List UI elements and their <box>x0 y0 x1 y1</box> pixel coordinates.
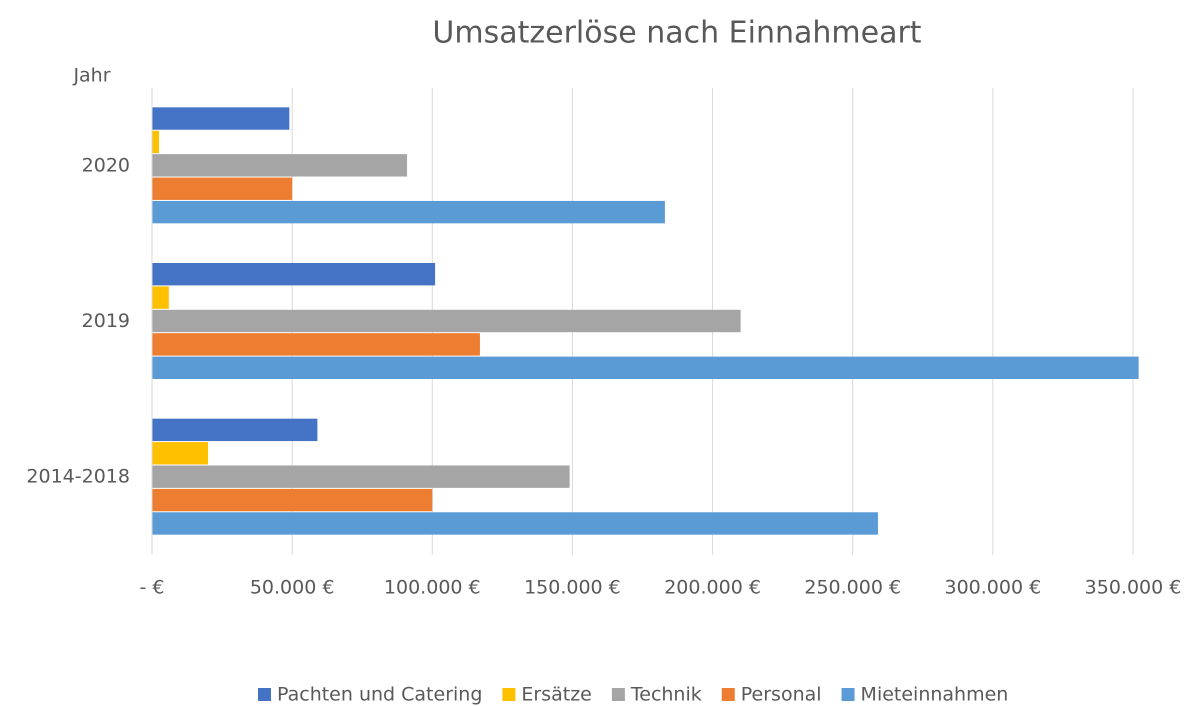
y-tick-label: 2019 <box>82 310 130 332</box>
x-tick-label: - € <box>140 577 165 599</box>
legend-swatch <box>258 688 271 701</box>
legend-swatch <box>611 688 625 701</box>
y-tick-label: 2014-2018 <box>26 466 130 488</box>
bar <box>152 418 318 442</box>
legend-label: Mieteinnahmen <box>861 684 1009 706</box>
bar <box>152 130 160 154</box>
bar <box>152 286 169 309</box>
bar <box>152 200 665 224</box>
x-tick-label: 50.000 € <box>250 577 335 599</box>
x-tick-label: 250.000 € <box>804 577 901 599</box>
x-tick-label: 100.000 € <box>384 577 481 599</box>
bar <box>152 465 570 488</box>
x-tick-label: 350.000 € <box>1085 577 1182 599</box>
legend-label: Pachten und Catering <box>277 684 482 706</box>
chart-title: Umsatzerlöse nach Einnahmeart <box>432 16 921 51</box>
bar <box>152 107 290 130</box>
bar <box>152 488 433 512</box>
bar <box>152 356 1139 379</box>
x-tick-label: 150.000 € <box>524 577 621 599</box>
y-tick-label: 2020 <box>82 154 130 176</box>
legend-label: Ersätze <box>521 684 591 706</box>
legend-swatch <box>841 688 855 701</box>
bar <box>152 263 436 286</box>
bar <box>152 512 878 535</box>
legend-swatch <box>502 688 516 701</box>
bar <box>152 177 293 200</box>
legend-label: Technik <box>630 684 702 706</box>
x-tick-label: 300.000 € <box>945 577 1042 599</box>
x-tick-label: 200.000 € <box>664 577 761 599</box>
legend-label: Personal <box>741 684 822 706</box>
bar <box>152 154 408 177</box>
bar <box>152 309 741 333</box>
y-axis-title: Jahr <box>72 65 110 87</box>
bar <box>152 442 209 465</box>
bar <box>152 333 480 356</box>
legend-swatch <box>721 688 735 701</box>
